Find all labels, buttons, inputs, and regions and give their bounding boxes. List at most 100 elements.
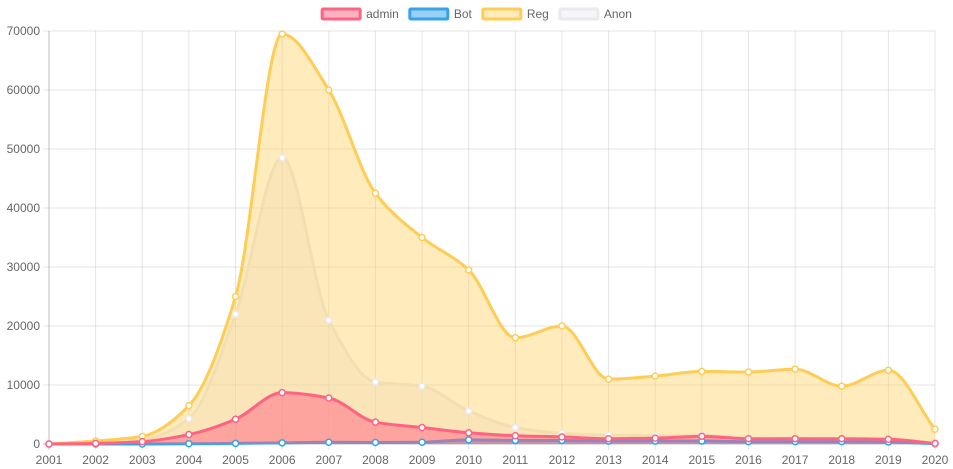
y-tick-label: 40000 [7,201,41,215]
data-point-admin[interactable] [604,434,613,443]
data-point-bot[interactable] [231,439,240,448]
x-tick-label: 2011 [502,453,528,467]
x-tick-label: 2001 [36,453,63,467]
data-point-admin[interactable] [931,439,939,448]
legend-swatch-anon [558,7,600,21]
series-points [45,30,939,448]
data-point-reg[interactable] [231,292,240,301]
data-point-admin[interactable] [511,431,520,440]
data-point-admin[interactable] [837,434,846,443]
y-tick-label: 0 [33,437,40,451]
data-point-anon[interactable] [278,154,286,162]
x-tick-label: 2004 [176,453,203,467]
grid [43,30,936,450]
data-point-anon[interactable] [325,316,333,324]
legend-label-bot: Bot [454,7,473,21]
data-point-admin[interactable] [791,434,799,443]
data-point-reg[interactable] [884,366,893,374]
x-tick-label: 2008 [362,453,389,467]
y-tick-label: 30000 [7,260,41,274]
data-point-admin[interactable] [744,434,753,443]
legend-swatch-bot [408,7,450,21]
x-tick-label: 2018 [828,453,855,467]
x-tick-label: 2006 [269,453,296,467]
data-point-reg[interactable] [558,322,566,330]
data-point-reg[interactable] [464,266,473,274]
data-point-anon[interactable] [371,378,380,386]
data-point-admin[interactable] [884,435,893,444]
x-tick-label: 2002 [82,453,109,467]
data-point-bot[interactable] [371,438,380,447]
data-point-anon[interactable] [464,407,473,415]
x-tick-label: 2007 [315,453,342,467]
data-point-reg[interactable] [278,30,286,38]
x-tick-label: 2015 [688,453,715,467]
data-point-reg[interactable] [744,368,753,376]
series-area-reg [49,33,935,444]
data-point-anon[interactable] [418,382,426,390]
x-tick-label: 2019 [875,453,902,467]
y-tick-label: 50000 [7,142,41,156]
legend-item-admin[interactable]: admin [320,7,399,21]
y-tick-label: 60000 [7,83,41,97]
data-point-admin[interactable] [231,415,240,423]
series-area-anon [49,157,935,444]
y-tick-label: 70000 [7,24,41,38]
data-point-reg[interactable] [837,382,846,390]
x-tick-label: 2017 [782,453,809,467]
data-point-anon[interactable] [231,310,240,318]
x-tick-label: 2016 [735,453,762,467]
data-point-admin[interactable] [651,434,659,442]
data-point-admin[interactable] [278,388,286,397]
x-tick-label: 2010 [455,453,482,467]
data-point-admin[interactable] [138,437,147,446]
data-point-reg[interactable] [418,233,426,242]
data-point-admin[interactable] [558,433,566,441]
data-point-reg[interactable] [651,372,659,380]
series-line-admin [48,391,936,446]
legend-swatch-admin [320,7,362,21]
x-tick-label: 2020 [922,453,949,467]
legend-swatch-reg [481,7,523,21]
data-point-bot[interactable] [325,438,333,446]
legend-label-reg: Reg [527,7,549,21]
x-tick-label: 2012 [549,453,576,467]
data-point-admin[interactable] [45,440,53,448]
data-point-bot[interactable] [278,439,286,447]
legend-item-anon[interactable]: Anon [558,7,632,21]
legend-item-reg[interactable]: Reg [481,7,549,21]
data-point-bot[interactable] [185,439,193,448]
x-tick-label: 2013 [595,453,622,467]
legend-label-admin: admin [366,7,399,21]
y-tick-label: 20000 [7,319,41,333]
data-point-reg[interactable] [604,375,613,383]
data-point-anon[interactable] [511,423,520,432]
data-point-bot[interactable] [464,436,473,444]
data-point-admin[interactable] [371,418,380,426]
data-point-admin[interactable] [325,394,333,402]
data-point-admin[interactable] [464,429,473,437]
data-point-bot[interactable] [418,438,426,446]
data-point-admin[interactable] [418,423,426,432]
x-tick-label: 2003 [129,453,156,467]
data-point-reg[interactable] [185,401,193,410]
y-axis: 0 10000 20000 30000 40000 50000 60000 70000 [7,24,41,451]
data-point-anon[interactable] [185,414,193,423]
data-point-reg[interactable] [931,425,939,433]
x-tick-label: 2009 [409,453,436,467]
legend[interactable]: admin Bot Reg Anon [320,7,632,21]
data-point-reg[interactable] [511,334,520,342]
data-point-admin[interactable] [698,432,706,441]
data-point-reg[interactable] [698,367,706,376]
series-areas [48,32,937,446]
x-tick-label: 2005 [222,453,249,467]
data-point-reg[interactable] [791,365,799,373]
legend-item-bot[interactable]: Bot [408,7,473,21]
data-point-reg[interactable] [371,189,380,197]
data-point-admin[interactable] [185,430,193,439]
data-point-reg[interactable] [325,86,333,94]
y-tick-label: 10000 [7,378,41,392]
data-point-admin[interactable] [91,439,100,448]
